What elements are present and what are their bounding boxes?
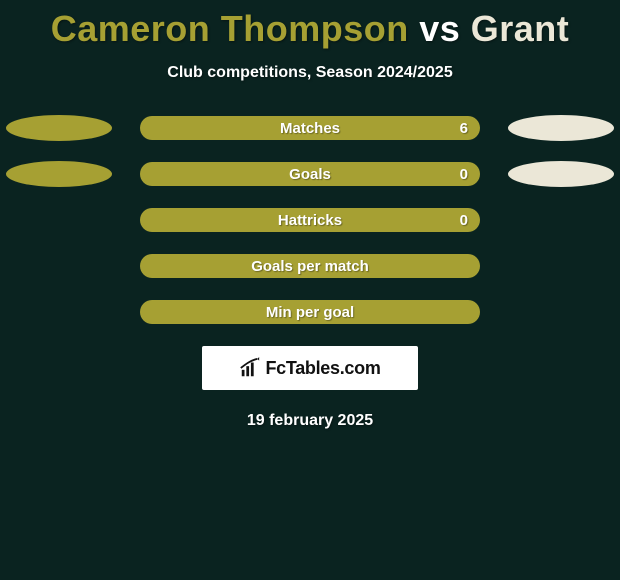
stat-value-right: 6 — [460, 120, 468, 137]
stat-value-right: 0 — [460, 166, 468, 183]
stat-bar: Min per goal — [140, 300, 480, 324]
stat-label: Goals per match — [251, 258, 369, 275]
stat-bar: Matches 6 — [140, 116, 480, 140]
title-player1: Cameron Thompson — [51, 8, 409, 49]
stat-row: Min per goal — [0, 300, 620, 324]
stat-label: Goals — [289, 166, 331, 183]
brand-badge: FcTables.com — [202, 346, 418, 390]
title-vs: vs — [409, 8, 471, 49]
subtitle: Club competitions, Season 2024/2025 — [0, 64, 620, 82]
stat-row: Goals 0 — [0, 162, 620, 186]
stats-container: Matches 6 Goals 0 Hattricks 0 Goals per match M… — [0, 116, 620, 324]
right-cap — [508, 161, 614, 187]
stat-label: Min per goal — [266, 304, 354, 321]
stat-bar: Hattricks 0 — [140, 208, 480, 232]
right-cap — [508, 115, 614, 141]
chart-icon — [239, 357, 261, 379]
brand-text: FcTables.com — [265, 358, 380, 379]
left-cap — [6, 161, 112, 187]
stat-bar: Goals 0 — [140, 162, 480, 186]
stat-bar: Goals per match — [140, 254, 480, 278]
stat-label: Hattricks — [278, 212, 342, 229]
title-player2: Grant — [471, 8, 570, 49]
stat-row: Hattricks 0 — [0, 208, 620, 232]
left-cap — [6, 115, 112, 141]
stat-row: Matches 6 — [0, 116, 620, 140]
stat-label: Matches — [280, 120, 340, 137]
stat-row: Goals per match — [0, 254, 620, 278]
page-title: Cameron Thompson vs Grant — [0, 0, 620, 50]
date-text: 19 february 2025 — [0, 412, 620, 430]
stat-value-right: 0 — [460, 212, 468, 229]
